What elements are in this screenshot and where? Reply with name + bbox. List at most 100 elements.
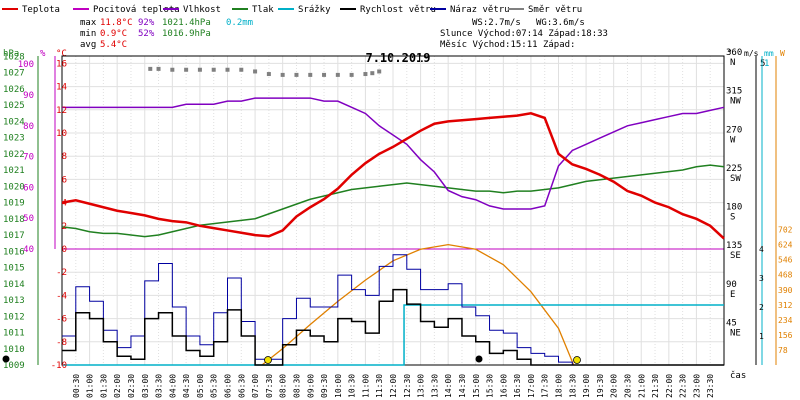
tick-x: 02:30 [127, 374, 136, 398]
tick-c: 0 [62, 245, 67, 255]
stat-max-temp: 11.8°C [100, 18, 133, 28]
tick-hpa: 1024 [3, 117, 25, 127]
tick-hpa: 1014 [3, 280, 25, 290]
stat-avg-label: avg [80, 40, 96, 50]
tick-x: 22:00 [665, 374, 674, 398]
stat-moon: Měsíc Východ:15:11 Západ: [440, 40, 575, 50]
stat-max-press: 1021.4hPa [162, 18, 211, 28]
tick-pct: 50 [23, 214, 34, 224]
tick-c: 8 [62, 152, 67, 162]
wind-dir-point [363, 72, 368, 77]
tick-x: 19:30 [596, 374, 605, 398]
series-gust [62, 254, 724, 366]
wind-dir-point [308, 72, 313, 77]
tick-x: 10:30 [348, 374, 357, 398]
series-wind [62, 288, 724, 366]
tick-pct: 90 [23, 91, 34, 101]
tick-c: 6 [62, 175, 67, 185]
tick-x: 06:30 [237, 374, 246, 398]
moonrise-marker [475, 355, 483, 363]
tick-x: 05:30 [210, 374, 219, 398]
tick-c: -10 [51, 361, 67, 371]
legend-label-naraz: Náraz větru [450, 5, 510, 15]
stat-min-hum: 52% [138, 29, 155, 39]
wind-dir-point [322, 72, 327, 77]
tick-pct: 60 [23, 183, 34, 193]
tick-hpa: 1016 [3, 247, 25, 257]
axis-ms-top: 5 [760, 59, 765, 69]
tick-w: 78 [778, 346, 788, 355]
tick-x: 11:00 [361, 374, 370, 398]
legend-label-pocitova: Pocitová teplota [93, 5, 180, 15]
tick-x: 18:30 [568, 374, 577, 398]
tick-hpa: 1009 [3, 361, 25, 371]
tick-w: 702 [778, 226, 793, 235]
axis-c-label: °C [56, 49, 67, 59]
tick-x: 21:30 [651, 374, 660, 398]
tick-dir-name: W [730, 135, 736, 145]
tick-x: 23:30 [706, 374, 715, 398]
tick-x: 06:00 [224, 374, 233, 398]
tick-ms: 2 [759, 303, 764, 312]
tick-w: 312 [778, 301, 793, 310]
tick-x: 05:00 [196, 374, 205, 398]
tick-c: -8 [56, 338, 67, 348]
tick-x: 21:00 [637, 374, 646, 398]
tick-c: 10 [56, 129, 67, 139]
tick-w: 390 [778, 286, 793, 295]
tick-dir: 315 [726, 87, 742, 97]
tick-w: 234 [778, 316, 793, 325]
tick-hpa: 1011 [3, 329, 25, 339]
tick-x: 14:30 [458, 374, 467, 398]
tick-hpa: 1019 [3, 199, 25, 209]
stat-min-temp: 0.9°C [100, 29, 127, 39]
wind-dir-point [335, 72, 340, 77]
tick-dir-name: E [730, 290, 735, 300]
tick-w: 156 [778, 331, 793, 340]
series-pressure [61, 164, 725, 238]
axis-mm-label: mm [764, 49, 774, 58]
legend-label-tlak: Tlak [252, 5, 274, 15]
tick-hpa: 1023 [3, 134, 25, 144]
tick-dir: 270 [726, 125, 742, 135]
tick-dir: 225 [726, 164, 742, 174]
tick-x: 15:00 [472, 374, 481, 398]
tick-x: 22:30 [679, 374, 688, 398]
axes [37, 55, 777, 366]
series-rain [62, 304, 724, 366]
tick-hpa: 1026 [3, 85, 25, 95]
stat-min-label: min [80, 29, 96, 39]
tick-x: 11:30 [375, 374, 384, 398]
axis-time-label: čas [730, 370, 746, 381]
legend-label-smer: Směr větru [528, 5, 582, 15]
tick-dir-name: NW [730, 97, 741, 107]
wind-dir-point [170, 67, 175, 72]
tick-x: 20:00 [610, 374, 619, 398]
tick-hpa: 1021 [3, 166, 25, 176]
tick-x: 01:00 [86, 374, 95, 398]
tick-x: 03:30 [155, 374, 164, 398]
wind-dir-point [156, 66, 161, 71]
tick-hpa: 1022 [3, 150, 25, 160]
tick-x: 20:30 [623, 374, 632, 398]
wind-dir-point [377, 69, 382, 74]
tick-x: 16:30 [513, 374, 522, 398]
stat-wg: WG:3.6m/s [536, 18, 585, 28]
tick-c: 14 [56, 83, 67, 93]
tick-x: 18:00 [555, 374, 564, 398]
wind-dir-point [253, 69, 258, 74]
tick-c: 2 [62, 222, 67, 232]
tick-x: 08:00 [279, 374, 288, 398]
tick-w: 468 [778, 271, 793, 280]
stat-max-label: max [80, 18, 97, 28]
stat-max-hum: 92% [138, 18, 155, 28]
sunrise-marker [264, 356, 272, 364]
tick-x: 16:00 [499, 374, 508, 398]
axis-w-label: W [780, 49, 785, 58]
axis-pct-label: % [40, 49, 46, 59]
stat-avg-temp: 5.4°C [100, 40, 127, 50]
sunset-marker [573, 356, 581, 364]
tick-x: 12:30 [403, 374, 412, 398]
tick-dir-name: NE [730, 328, 741, 338]
